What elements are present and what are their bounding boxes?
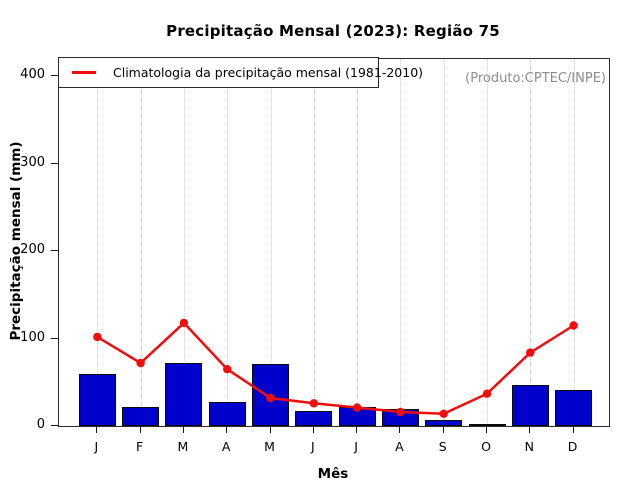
x-tick-label-F-1: F	[135, 439, 144, 454]
y-tick-label-200: 200	[20, 242, 45, 258]
legend-label: Climatologia da precipitação mensal (198…	[113, 65, 424, 80]
plot-area	[58, 58, 610, 427]
x-tick-label-J-0: J	[94, 439, 99, 454]
gridline-J-0	[97, 59, 99, 426]
gridline-J-5	[313, 59, 315, 426]
bar-M-4	[252, 364, 289, 426]
x-tick-J-6	[356, 426, 358, 433]
y-tick-0	[51, 425, 58, 426]
legend-box: Climatologia da precipitação mensal (198…	[58, 57, 423, 88]
y-tick-400	[51, 75, 58, 77]
x-tick-label-M-2: M	[177, 439, 189, 454]
bar-F-1	[122, 407, 159, 426]
bar-A-3	[209, 402, 246, 426]
bar-J-0	[79, 374, 116, 426]
x-tick-A-7	[399, 426, 401, 433]
bar-N-10	[512, 385, 549, 426]
bar-S-8	[425, 420, 462, 426]
gridline-F-1	[140, 59, 142, 426]
bar-M-2	[165, 363, 202, 426]
x-tick-M-2	[182, 426, 184, 433]
x-tick-label-O-9: O	[481, 439, 491, 454]
y-tick-label-300: 300	[20, 154, 45, 170]
x-tick-label-A-3: A	[221, 439, 231, 454]
x-tick-label-A-7: A	[395, 439, 404, 454]
x-tick-J-5	[312, 426, 314, 433]
gridline-N-10	[530, 59, 532, 426]
y-tick-label-0: 0	[36, 417, 45, 432]
x-tick-J-0	[96, 426, 98, 433]
gridline-S-8	[443, 59, 445, 426]
bar-J-5	[295, 411, 332, 426]
y-tick-100	[51, 337, 58, 339]
y-tick-200	[51, 250, 58, 252]
x-tick-D-11	[572, 426, 574, 433]
gridline-M-4	[270, 59, 272, 426]
x-tick-label-M-4: M	[264, 439, 275, 454]
y-tick-label-100: 100	[20, 329, 45, 345]
gridline-A-7	[400, 59, 402, 426]
x-tick-O-9	[486, 426, 487, 433]
bar-A-7	[382, 409, 419, 426]
y-tick-label-400: 400	[20, 67, 45, 83]
bar-O-9	[469, 424, 506, 426]
x-tick-M-4	[269, 426, 271, 433]
bar-J-6	[339, 407, 376, 426]
x-tick-A-3	[226, 426, 228, 433]
gridline-A-3	[227, 59, 229, 426]
x-tick-label-D-11: D	[567, 439, 578, 454]
y-axis-title-text: Precipitação mensal (mm)	[8, 141, 24, 341]
bar-D-11	[555, 390, 592, 426]
x-tick-label-J-6: J	[354, 439, 358, 454]
gridline-D-11	[573, 59, 575, 426]
x-tick-label-J-5: J	[310, 439, 315, 454]
chart-title: Precipitação Mensal (2023): Região 75	[166, 22, 500, 40]
x-axis-title: Mês	[317, 466, 349, 482]
x-tick-S-8	[442, 426, 444, 433]
y-tick-300	[51, 162, 58, 164]
legend-line-swatch	[72, 71, 96, 74]
x-tick-F-1	[139, 426, 141, 433]
gridline-O-9	[487, 59, 488, 426]
gridline-M-2	[183, 59, 185, 426]
x-tick-N-10	[529, 426, 531, 433]
x-tick-label-S-8: S	[438, 439, 447, 454]
annotation-produto: (Produto:CPTEC/INPE)	[465, 71, 606, 86]
gridline-J-6	[357, 59, 359, 426]
x-tick-label-N-10: N	[524, 439, 534, 454]
